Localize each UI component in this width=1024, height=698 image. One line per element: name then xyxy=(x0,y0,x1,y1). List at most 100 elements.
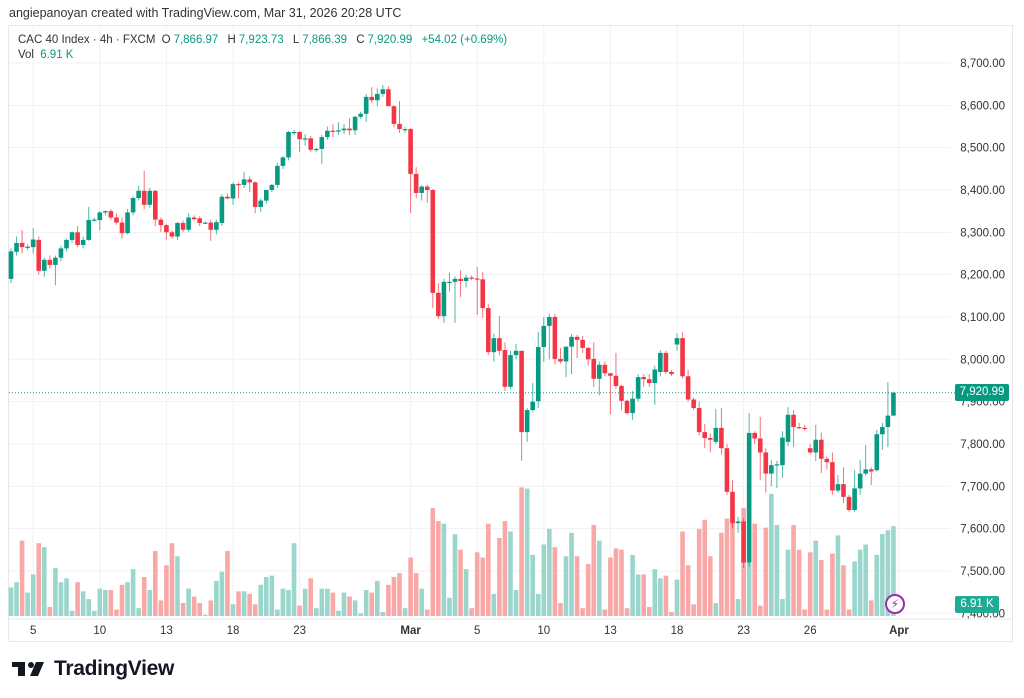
volume-bar xyxy=(64,578,69,616)
candle-body xyxy=(19,242,25,248)
candle-body xyxy=(708,438,713,440)
volume-bar xyxy=(308,578,313,616)
candle-body xyxy=(846,496,852,511)
tradingview-logo-icon xyxy=(12,662,44,676)
volume-bar xyxy=(863,544,868,616)
last-price-tag: 7,920.99 xyxy=(955,384,1009,401)
candle-body xyxy=(547,316,552,326)
low-value: 7,866.39 xyxy=(302,34,347,46)
candle xyxy=(291,129,297,135)
candle xyxy=(508,350,513,389)
candle-body xyxy=(219,196,225,224)
candle-body xyxy=(885,415,891,428)
volume-bar xyxy=(497,538,502,616)
chart-pane[interactable] xyxy=(8,25,1013,642)
candle xyxy=(669,369,674,377)
candle xyxy=(835,474,841,493)
candle-body xyxy=(319,137,325,149)
candle xyxy=(141,170,147,210)
candle xyxy=(552,314,558,365)
volume-bar xyxy=(558,603,563,616)
volume-bar xyxy=(147,590,153,616)
time-axis-label: 5 xyxy=(474,625,480,637)
candle-body xyxy=(430,189,436,293)
volume-bar xyxy=(36,543,42,616)
candle-body xyxy=(175,223,180,237)
volume-bar xyxy=(391,577,397,616)
candle xyxy=(813,424,819,461)
volume-bar xyxy=(175,556,180,616)
candle-body xyxy=(164,225,169,233)
candle-body xyxy=(14,242,19,252)
candle-body xyxy=(757,438,763,453)
lightning-icon[interactable]: ⚡︎ xyxy=(885,594,905,614)
volume-bar xyxy=(774,525,780,616)
candle-body xyxy=(535,347,541,402)
volume-bar xyxy=(408,557,413,616)
volume-bar xyxy=(486,523,491,616)
candle-body xyxy=(857,473,863,489)
volume-bar xyxy=(302,588,308,616)
candle xyxy=(497,316,502,356)
candle-body xyxy=(130,198,136,213)
volume-bar xyxy=(402,608,408,616)
candle xyxy=(602,361,608,377)
candle xyxy=(36,236,42,275)
candle-body xyxy=(125,212,130,234)
volume-bar xyxy=(513,590,519,616)
candle xyxy=(580,336,585,353)
candle xyxy=(463,274,469,288)
candle xyxy=(441,278,447,323)
candle-body xyxy=(541,325,547,348)
candle xyxy=(358,111,363,119)
candle xyxy=(208,219,214,241)
candle-body xyxy=(230,184,236,199)
volume-bar xyxy=(325,588,330,616)
candle xyxy=(147,187,153,208)
candle xyxy=(236,182,241,199)
candle xyxy=(30,228,36,254)
candle-body xyxy=(402,129,408,131)
volume-bar xyxy=(830,553,835,616)
volume-bar xyxy=(269,575,275,616)
symbol-title[interactable]: CAC 40 Index · 4h · FXCM xyxy=(18,34,156,46)
candle xyxy=(819,432,824,474)
candle xyxy=(397,101,402,133)
candle-body xyxy=(69,232,75,240)
candle xyxy=(103,210,108,216)
volume-bar xyxy=(114,609,119,616)
time-axis-label: 13 xyxy=(160,625,173,637)
candle xyxy=(519,350,524,461)
volume-bar xyxy=(619,549,624,616)
candle-body xyxy=(619,385,624,401)
candle xyxy=(369,87,375,104)
symbol-legend: CAC 40 Index · 4h · FXCM O 7,866.97 H 7,92… xyxy=(18,33,510,63)
candle xyxy=(169,230,175,239)
candle-body xyxy=(774,464,780,466)
price-axis-label: 8,400.00 xyxy=(960,185,1005,197)
candle xyxy=(275,162,280,188)
candle xyxy=(785,407,791,447)
candle-body xyxy=(891,392,896,416)
candle xyxy=(696,401,702,436)
candle-body xyxy=(569,336,574,347)
volume-bar xyxy=(824,609,830,616)
candle-body xyxy=(136,190,141,199)
volume-bar xyxy=(341,592,347,616)
candle-body xyxy=(247,179,252,183)
candle-body xyxy=(580,339,585,348)
candle xyxy=(597,361,602,396)
volume-bar xyxy=(874,554,880,616)
candle xyxy=(780,431,785,478)
tradingview-logo[interactable]: TradingView xyxy=(12,657,174,681)
candle xyxy=(219,194,225,226)
volume-bar xyxy=(819,560,824,616)
volume-bar xyxy=(191,596,197,616)
candle-body xyxy=(669,372,674,375)
candle xyxy=(136,185,141,201)
candle-body xyxy=(53,257,58,265)
candle-body xyxy=(635,377,641,399)
candle xyxy=(258,198,264,213)
candle-body xyxy=(252,182,258,207)
